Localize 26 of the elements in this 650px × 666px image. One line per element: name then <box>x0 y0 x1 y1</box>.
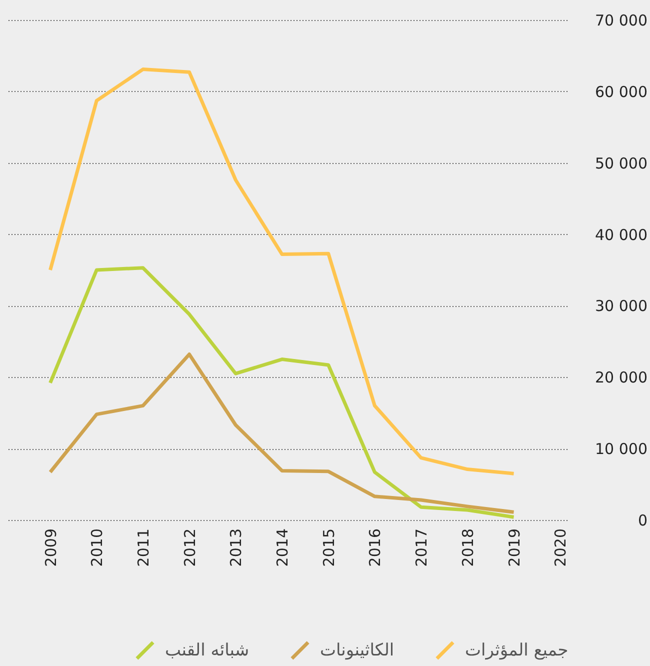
legend-label: شبائه القنب <box>165 640 250 660</box>
y-tick-label: 60 000 <box>595 82 648 101</box>
x-tick-label: 2012 <box>180 528 199 567</box>
y-tick-label: 50 000 <box>595 154 648 172</box>
line-series <box>48 352 516 514</box>
x-tick-label: 2018 <box>458 528 477 567</box>
x-tick-label: 2009 <box>42 528 60 567</box>
x-tick-label: 2016 <box>366 528 384 567</box>
line-series <box>48 68 516 476</box>
x-tick-label: 2010 <box>88 528 106 567</box>
legend-label: الكاثينونات <box>320 640 394 660</box>
legend-label: جميع المؤثرات <box>465 640 568 660</box>
y-tick-label: 0 <box>638 512 648 530</box>
x-tick-label: 2013 <box>227 528 246 567</box>
x-tick-label: 2020 <box>552 528 570 567</box>
y-tick-label: 20 000 <box>595 368 648 387</box>
line-series <box>48 266 516 519</box>
x-tick-label: 2019 <box>505 528 524 567</box>
y-tick-label: 30 000 <box>595 297 648 316</box>
y-tick-label: 40 000 <box>595 226 648 244</box>
x-tick-label: 2017 <box>412 528 431 567</box>
y-tick-label: 10 000 <box>595 440 648 458</box>
y-tick-label: 70 000 <box>595 12 648 30</box>
x-tick-label: 2014 <box>274 528 292 567</box>
x-tick-label: 2015 <box>320 528 338 567</box>
x-tick-label: 2011 <box>134 528 152 567</box>
